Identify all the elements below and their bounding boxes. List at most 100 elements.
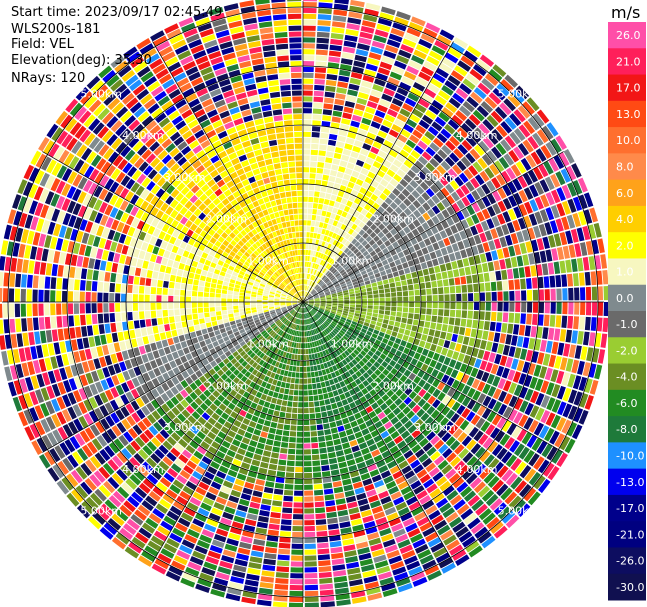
ppi-gate bbox=[307, 202, 313, 209]
ppi-gate bbox=[400, 129, 411, 139]
ppi-gate bbox=[549, 430, 560, 445]
ppi-gate bbox=[334, 263, 340, 269]
ppi-gate bbox=[392, 450, 403, 460]
ppi-gate bbox=[470, 443, 482, 455]
ppi-gate bbox=[597, 349, 606, 364]
ppi-gate bbox=[400, 415, 410, 425]
ppi-gate bbox=[400, 352, 408, 360]
ppi-gate bbox=[399, 108, 411, 118]
ppi-gate bbox=[303, 84, 314, 90]
ppi-gate bbox=[597, 286, 604, 301]
ppi-gate bbox=[361, 308, 367, 312]
ppi-gate bbox=[325, 263, 330, 269]
ppi-gate bbox=[523, 215, 532, 228]
ppi-gate bbox=[357, 128, 368, 137]
ppi-gate bbox=[162, 493, 175, 505]
ppi-gate bbox=[203, 307, 210, 313]
ppi-gate bbox=[482, 395, 492, 407]
ppi-gate bbox=[402, 262, 409, 269]
ppi-gate bbox=[244, 579, 259, 587]
ppi-gate bbox=[551, 341, 559, 355]
ppi-gate bbox=[445, 102, 458, 114]
ppi-gate bbox=[360, 509, 373, 518]
ppi-gate bbox=[374, 247, 382, 254]
ppi-gate bbox=[187, 561, 202, 572]
ppi-gate bbox=[357, 353, 364, 360]
ppi-gate bbox=[517, 217, 527, 230]
ppi-gate bbox=[329, 313, 335, 318]
ppi-gate bbox=[355, 260, 362, 267]
ppi-gate bbox=[473, 144, 485, 157]
ppi-gate bbox=[521, 290, 527, 301]
ppi-gate bbox=[414, 448, 425, 459]
ppi-gate bbox=[374, 272, 381, 278]
ppi-gate bbox=[338, 361, 345, 368]
ppi-gate bbox=[479, 311, 485, 320]
ppi-gate bbox=[333, 318, 340, 322]
ppi-gate bbox=[338, 166, 346, 173]
ppi-gate bbox=[316, 313, 321, 318]
ppi-gate bbox=[300, 349, 303, 355]
ppi-gate bbox=[316, 167, 324, 174]
ppi-gate bbox=[182, 347, 190, 355]
ppi-gate bbox=[373, 35, 387, 44]
ppi-gate bbox=[338, 75, 350, 83]
ppi-gate bbox=[310, 161, 317, 167]
ppi-gate bbox=[381, 323, 388, 329]
ppi-gate bbox=[485, 362, 493, 373]
ppi-gate bbox=[199, 572, 214, 582]
ppi-gate bbox=[404, 97, 417, 108]
ppi-gate bbox=[294, 324, 297, 330]
ppi-gate bbox=[481, 183, 491, 195]
ppi-gate bbox=[355, 304, 362, 308]
ppi-gate bbox=[341, 245, 347, 252]
ppi-gate bbox=[548, 235, 556, 248]
ppi-gate bbox=[373, 268, 380, 275]
ppi-gate bbox=[308, 302, 314, 304]
ppi-gate bbox=[404, 267, 411, 274]
ppi-gate bbox=[377, 67, 391, 76]
ppi-gate bbox=[215, 450, 226, 459]
ppi-gate bbox=[339, 269, 346, 275]
ppi-gate bbox=[590, 317, 597, 331]
ppi-gate bbox=[387, 256, 394, 264]
ppi-gate bbox=[526, 290, 533, 301]
ppi-gate bbox=[353, 60, 366, 68]
ppi-gate bbox=[428, 328, 435, 337]
ppi-gate bbox=[307, 295, 312, 299]
ppi-gate bbox=[308, 348, 312, 354]
ppi-gate bbox=[485, 341, 493, 352]
ppi-gate bbox=[417, 549, 432, 560]
ppi-gate bbox=[391, 302, 397, 307]
ppi-gate bbox=[303, 307, 305, 313]
ppi-gate bbox=[338, 515, 350, 523]
ppi-gate bbox=[537, 352, 545, 365]
ppi-gate bbox=[416, 469, 428, 479]
ppi-gate bbox=[153, 263, 161, 272]
ppi-gate bbox=[501, 367, 510, 379]
ppi-gate bbox=[355, 134, 366, 142]
ppi-gate bbox=[490, 311, 497, 322]
ppi-gate bbox=[439, 230, 448, 239]
ppi-gate bbox=[603, 285, 609, 301]
ppi-gate bbox=[115, 303, 121, 312]
ppi-gate bbox=[509, 113, 522, 127]
ppi-gate bbox=[532, 289, 539, 301]
ppi-gate bbox=[332, 319, 339, 324]
ppi-gate bbox=[316, 340, 320, 346]
ppi-gate bbox=[534, 181, 545, 195]
ppi-gate bbox=[276, 335, 281, 341]
ppi-gate bbox=[303, 208, 308, 214]
ppi-gate bbox=[221, 310, 228, 315]
ppi-gate bbox=[205, 276, 212, 283]
ppi-gate bbox=[382, 501, 394, 510]
ppi-gate bbox=[242, 590, 257, 599]
ppi-gate bbox=[519, 400, 529, 413]
ppi-gate bbox=[574, 243, 582, 257]
ppi-gate bbox=[591, 286, 598, 301]
ppi-gate bbox=[525, 154, 537, 168]
ppi-gate bbox=[377, 231, 385, 239]
ppi-gate bbox=[515, 302, 521, 313]
ppi-gate bbox=[150, 310, 157, 318]
ppi-gate bbox=[318, 560, 331, 567]
